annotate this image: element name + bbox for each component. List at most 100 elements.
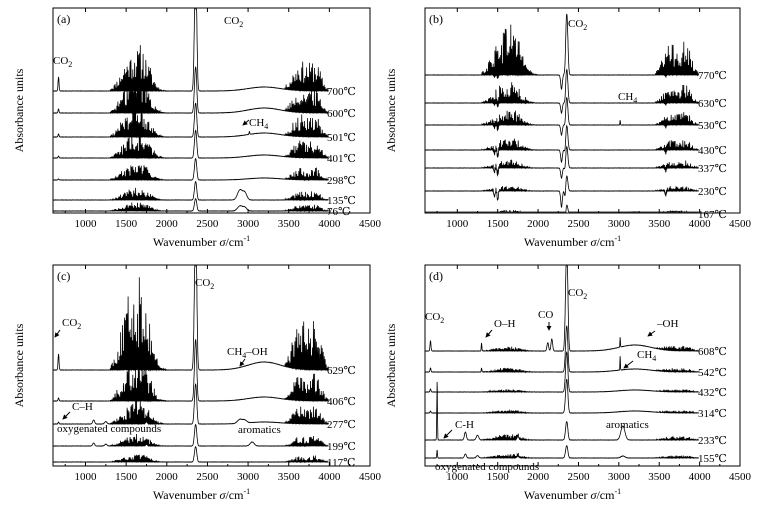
spectrum-line xyxy=(52,8,329,93)
temperature-label: 600℃ xyxy=(327,108,356,120)
spectrum-line xyxy=(424,381,699,442)
spectrum-line xyxy=(424,13,699,91)
species-subscript: 2 xyxy=(583,292,587,301)
spectrum-line xyxy=(425,204,699,213)
species-subscript: 2 xyxy=(440,316,444,325)
x-tick-label: 2500 xyxy=(196,218,219,230)
x-tick-label: 4500 xyxy=(359,471,382,483)
x-tick-label: 4500 xyxy=(359,218,382,230)
x-axis-label: Wavenumber σ/cm-1 xyxy=(153,487,250,502)
temperature-label: 608℃ xyxy=(698,346,727,358)
x-axis-label-unit: /cm xyxy=(225,488,244,502)
peak-annotation: C–H xyxy=(72,401,93,413)
spectrum-line xyxy=(424,445,699,460)
annotation-arrow xyxy=(242,119,250,126)
temperature-label: 298℃ xyxy=(327,175,356,187)
temperature-label: 76℃ xyxy=(327,206,350,218)
temperature-label: 199℃ xyxy=(327,441,356,453)
panel-tag: (c) xyxy=(57,269,70,283)
species-label: oxygenated compounds xyxy=(435,461,539,473)
species-label: oxygenated compounds xyxy=(57,423,161,435)
annotation-arrow xyxy=(443,429,453,439)
x-axis-label-unit: /cm xyxy=(225,235,244,249)
species-label: CO xyxy=(425,311,440,323)
x-axis-label: Wavenumber σ/cm-1 xyxy=(524,234,621,249)
x-axis-label-symbol: σ xyxy=(220,235,227,249)
species-label: CH xyxy=(637,349,652,361)
x-tick-label: 1000 xyxy=(75,471,98,483)
species-subscript: 2 xyxy=(239,20,243,29)
x-axis-label-word: Wavenumber xyxy=(153,488,220,502)
species-subscript: 2 xyxy=(68,60,72,69)
x-tick-label: 2500 xyxy=(567,218,590,230)
temperature-label: 401℃ xyxy=(327,153,356,165)
peak-annotation: CO2 xyxy=(568,287,587,301)
peak-annotation: CO2 xyxy=(62,317,81,331)
chart-panel: 1000 1500 2000 2500 3000 3500 4000 4500 Wavenumb… xyxy=(384,7,752,249)
x-axis-label-symbol: σ xyxy=(220,488,227,502)
x-axis-label-word: Wavenumber xyxy=(524,488,591,502)
spectrum-line xyxy=(424,68,699,115)
species-label: CO xyxy=(53,55,68,67)
temperature-label: 337℃ xyxy=(698,163,727,175)
spectrum-line xyxy=(52,339,329,403)
x-tick-label: 2000 xyxy=(527,218,550,230)
y-axis-label: Absorbance units xyxy=(384,323,398,407)
peak-annotation: CH4 xyxy=(637,349,656,363)
temperature-label: 406℃ xyxy=(327,396,356,408)
spectrum-line xyxy=(52,180,329,202)
x-axis-label-word: Wavenumber xyxy=(153,235,220,249)
x-tick-label: 1000 xyxy=(75,218,98,230)
panel-tag: (a) xyxy=(57,12,70,26)
x-axis-label: Wavenumber σ/cm-1 xyxy=(153,234,250,249)
spectrum-line xyxy=(52,129,329,160)
spectrum-line xyxy=(52,423,329,448)
peak-annotation: CH4 xyxy=(249,117,268,131)
x-tick-label: 3500 xyxy=(648,471,671,483)
species-suffix: –OH xyxy=(245,346,267,358)
species-subscript: 2 xyxy=(210,282,214,291)
x-axis-label-exponent: -1 xyxy=(243,234,250,243)
species-label: aromatics xyxy=(238,424,281,436)
temperature-label: 135℃ xyxy=(327,195,356,207)
species-subscript: 4 xyxy=(652,354,656,363)
spectrum-line xyxy=(52,102,329,139)
x-tick-label: 3500 xyxy=(278,471,301,483)
spectrum-line xyxy=(52,265,329,372)
x-tick-label: 3000 xyxy=(237,218,260,230)
temperature-label: 700℃ xyxy=(327,86,356,98)
spectrum-line xyxy=(52,446,329,464)
plot-frame xyxy=(424,264,741,467)
chart-panel: 1000 1500 2000 2500 3000 3500 4000 4500 Wavenumb… xyxy=(12,264,382,502)
x-tick-label: 1000 xyxy=(446,218,469,230)
x-axis-label-exponent: -1 xyxy=(243,487,250,496)
x-tick-label: 2000 xyxy=(527,471,550,483)
spectrum-line xyxy=(424,175,699,209)
x-tick-label: 4000 xyxy=(318,218,341,230)
species-label: CO xyxy=(62,317,77,329)
x-tick-label: 1500 xyxy=(115,218,138,230)
species-label: –OH xyxy=(656,318,678,330)
temperature-label: 277℃ xyxy=(327,419,356,431)
x-tick-label: 1500 xyxy=(115,471,138,483)
spectrum-line xyxy=(424,325,699,374)
panel-tag: (d) xyxy=(429,269,443,283)
x-tick-label: 4000 xyxy=(689,471,712,483)
x-tick-label: 3500 xyxy=(648,218,671,230)
spectrum-line xyxy=(424,124,699,164)
plot-frame xyxy=(424,7,741,214)
peak-annotation: CO2 xyxy=(53,55,72,69)
x-axis-label-exponent: -1 xyxy=(614,487,621,496)
species-subscript: 2 xyxy=(583,23,587,32)
peak-annotation: CO2 xyxy=(224,15,243,29)
peak-annotation: CO xyxy=(538,309,553,321)
plot-frame xyxy=(52,264,371,467)
species-label: CH xyxy=(249,117,264,129)
x-tick-label: 4500 xyxy=(729,471,752,483)
species-label: CO xyxy=(568,18,583,30)
x-tick-label: 1500 xyxy=(487,471,510,483)
x-axis-label-exponent: -1 xyxy=(614,234,621,243)
chart-panel: 1000 1500 2000 2500 3000 3500 4000 4500 Wavenumb… xyxy=(12,7,382,249)
spectrum-line xyxy=(52,383,329,426)
